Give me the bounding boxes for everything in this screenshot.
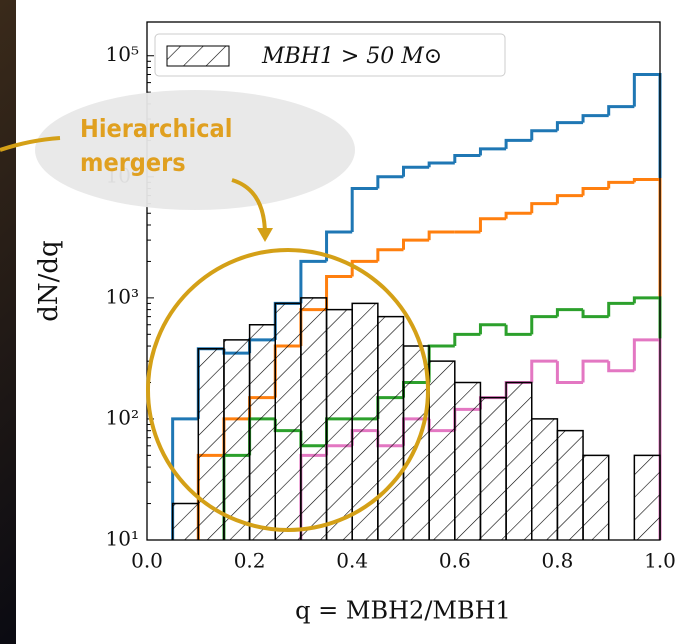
hist-step [581,359,609,383]
hist-step [427,161,455,168]
hist-step [581,114,609,123]
hist-bar [582,454,610,540]
hist-step [607,301,635,317]
hist-step [530,202,558,214]
x-axis-label: q = MBH2/MBH1 [295,597,511,625]
hist-step [555,121,584,131]
hist-bar [428,360,456,540]
x-tick-label: 0.2 [234,549,266,573]
y-axis-label: dN/dq [34,240,64,321]
hist-bar [633,454,661,540]
annotation-bubble [35,90,355,210]
hist-step [350,259,378,277]
hist-step [376,248,404,262]
y-tick-label: 10² [106,405,139,429]
hist-step [478,147,507,156]
hist-bar [556,429,584,540]
x-tick-label: 0.4 [336,549,368,573]
hist-step [453,153,481,164]
hist-step [402,165,430,177]
hist-step [171,417,199,540]
hist-step [453,332,481,347]
hist-step [555,308,584,317]
x-tick-label: 0.6 [439,549,471,573]
hist-step [607,105,635,116]
hist-step [530,359,558,383]
highlight-circle [146,248,430,532]
annotation-arrow [0,136,61,152]
hist-bar [171,502,200,540]
y-tick-label: 10³ [106,284,139,308]
hist-step [581,309,609,319]
hist-bar [325,308,353,540]
hist-step [504,138,532,149]
hist-step [478,323,507,335]
legend-label: MBH1 > 50 M⊙ [261,44,442,69]
x-tick-label: 0.8 [541,549,573,573]
hist-step [607,180,635,189]
annotation: Hierarchical mergers [80,114,233,177]
hist-bar [377,315,405,540]
hist-step [555,361,584,384]
y-tick-label: 10⁵ [106,42,139,66]
x-tick-label: 1.0 [644,549,676,573]
hist-bar [223,339,251,540]
hist-step [530,129,558,141]
hist-step [581,187,609,196]
y-tick-label: 10¹ [106,527,139,551]
hist-step [350,187,378,233]
annotation-arrow [231,178,267,236]
hist-step [607,361,635,373]
x-tick-label: 0.0 [131,549,163,573]
hist-bar [300,297,328,540]
hist-step [402,238,430,250]
hist-step [478,217,507,233]
hist-step [376,175,404,189]
hist-step [427,230,455,241]
hist-bar [274,302,302,540]
annotation-box: Hierarchical mergers [80,114,233,177]
hist-step [504,324,532,336]
hist-step [504,211,532,219]
hist-bar [505,381,533,540]
hist-step [530,315,558,335]
hist-bar [479,396,507,540]
hist-bar [531,418,559,540]
arrow-head [257,228,273,242]
legend-swatch [166,45,230,67]
axes-frame [146,21,661,541]
hist-step [555,194,584,204]
hist-bar [454,381,482,540]
hist-bar [248,323,276,540]
hist-step [325,230,353,262]
hist-step [299,259,327,304]
legend [154,33,506,77]
